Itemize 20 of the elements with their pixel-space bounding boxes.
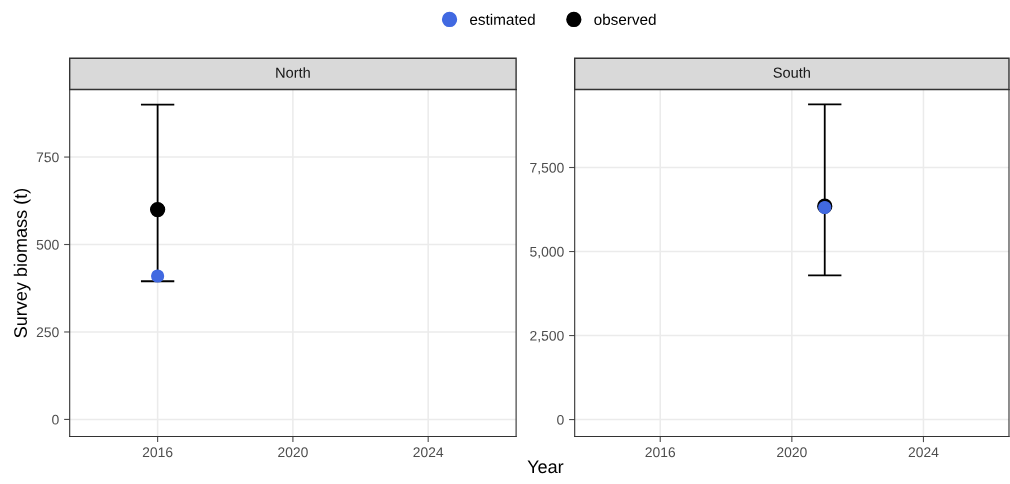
x-tick-label: 2016 — [645, 447, 676, 458]
y-tick-label: 7,500 — [530, 162, 564, 175]
chart-title: South — [773, 67, 810, 78]
x-tick-label: 2020 — [777, 447, 807, 458]
y-tick-label: 250 — [36, 327, 59, 338]
y-tick-label: 5,000 — [530, 246, 564, 259]
legend-label: observed — [594, 13, 656, 25]
y-tick-label: 500 — [36, 239, 59, 250]
y-tick-label: 0 — [557, 414, 564, 425]
y-tick-label: 2,500 — [530, 330, 564, 343]
y-axis-title: Survey biomass (t) — [13, 188, 31, 338]
legend-label: estimated — [470, 13, 535, 25]
x-tick-label: 2024 — [413, 447, 444, 458]
x-tick-label: 2020 — [278, 447, 308, 458]
chart-title: North — [276, 67, 310, 78]
x-axis-title: Year — [527, 460, 564, 474]
x-tick-label: 2024 — [908, 447, 939, 458]
x-tick-label: 2016 — [142, 447, 173, 458]
y-tick-label: 750 — [36, 152, 59, 163]
y-tick-label: 0 — [52, 414, 59, 425]
